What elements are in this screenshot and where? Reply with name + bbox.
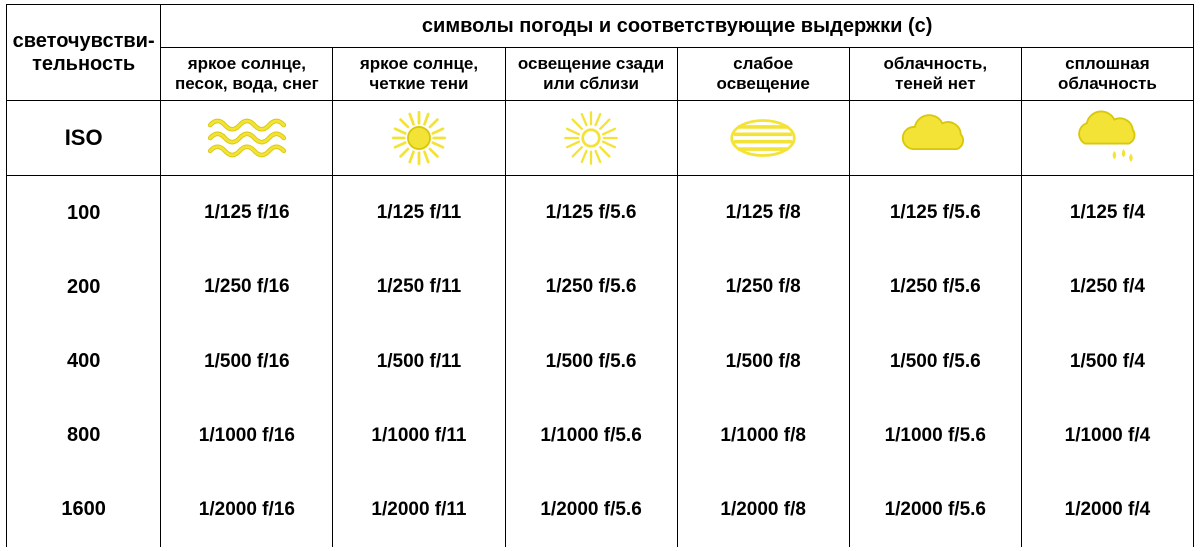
cell: 1/125 f/8 xyxy=(677,176,849,251)
cell: 1/250 f/4 xyxy=(1021,250,1193,324)
cell: 1/2000 f/8 xyxy=(677,473,849,547)
cell: 1/125 f/5.6 xyxy=(505,176,677,251)
sun-solid-icon xyxy=(333,101,505,176)
cell: 1/1000 f/16 xyxy=(161,399,333,473)
col-header-2: освещение сзади или сблизи xyxy=(505,48,677,101)
cell: 1/1000 f/11 xyxy=(333,399,505,473)
iso-cell: 200 xyxy=(7,250,161,324)
cell: 1/125 f/11 xyxy=(333,176,505,251)
hazy-cloud-icon xyxy=(677,101,849,176)
table-row: 1600 1/2000 f/16 1/2000 f/11 1/2000 f/5.… xyxy=(7,473,1194,547)
cell: 1/1000 f/5.6 xyxy=(849,399,1021,473)
col-header-3: слабое освещение xyxy=(677,48,849,101)
waves-icon xyxy=(161,101,333,176)
cell: 1/500 f/4 xyxy=(1021,324,1193,398)
cell: 1/250 f/16 xyxy=(161,250,333,324)
cell: 1/500 f/16 xyxy=(161,324,333,398)
cell: 1/1000 f/4 xyxy=(1021,399,1193,473)
cell: 1/250 f/8 xyxy=(677,250,849,324)
cell: 1/1000 f/8 xyxy=(677,399,849,473)
col-header-1: яркое солнце, четкие тени xyxy=(333,48,505,101)
table-row: 200 1/250 f/16 1/250 f/11 1/250 f/5.6 1/… xyxy=(7,250,1194,324)
iso-cell: 400 xyxy=(7,324,161,398)
cell: 1/1000 f/5.6 xyxy=(505,399,677,473)
side-header-line2: тельность xyxy=(32,53,135,75)
cell: 1/500 f/5.6 xyxy=(849,324,1021,398)
cell: 1/2000 f/5.6 xyxy=(505,473,677,547)
cell: 1/125 f/5.6 xyxy=(849,176,1021,251)
cloud-icon xyxy=(849,101,1021,176)
iso-cell: 1600 xyxy=(7,473,161,547)
col-header-4: облачность, теней нет xyxy=(849,48,1021,101)
table-row: 400 1/500 f/16 1/500 f/11 1/500 f/5.6 1/… xyxy=(7,324,1194,398)
table-row: 100 1/125 f/16 1/125 f/11 1/125 f/5.6 1/… xyxy=(7,176,1194,251)
cell: 1/250 f/5.6 xyxy=(505,250,677,324)
sun-outline-icon xyxy=(505,101,677,176)
iso-cell: 100 xyxy=(7,176,161,251)
cell: 1/2000 f/5.6 xyxy=(849,473,1021,547)
cell: 1/125 f/4 xyxy=(1021,176,1193,251)
cell: 1/2000 f/4 xyxy=(1021,473,1193,547)
col-header-0: яркое солнце, песок, вода, снег xyxy=(161,48,333,101)
table-row: 800 1/1000 f/16 1/1000 f/11 1/1000 f/5.6… xyxy=(7,399,1194,473)
rain-cloud-icon xyxy=(1021,101,1193,176)
cell: 1/500 f/5.6 xyxy=(505,324,677,398)
cell: 1/500 f/11 xyxy=(333,324,505,398)
cell: 1/250 f/11 xyxy=(333,250,505,324)
cell: 1/250 f/5.6 xyxy=(849,250,1021,324)
table-title: символы погоды и соответствующие выдержк… xyxy=(161,5,1194,48)
cell: 1/2000 f/11 xyxy=(333,473,505,547)
cell: 1/500 f/8 xyxy=(677,324,849,398)
iso-label: ISO xyxy=(7,101,161,176)
table-body: 100 1/125 f/16 1/125 f/11 1/125 f/5.6 1/… xyxy=(7,176,1194,548)
col-header-5: сплошная облачность xyxy=(1021,48,1193,101)
exposure-table-grid: светочувстви- тельность символы погоды и… xyxy=(6,4,1194,547)
side-header: светочувстви- тельность xyxy=(7,5,161,101)
cell: 1/2000 f/16 xyxy=(161,473,333,547)
side-header-line1: светочувстви- xyxy=(13,30,155,52)
exposure-table: { "title": "символы погоды и соответству… xyxy=(0,0,1200,551)
cell: 1/125 f/16 xyxy=(161,176,333,251)
iso-cell: 800 xyxy=(7,399,161,473)
